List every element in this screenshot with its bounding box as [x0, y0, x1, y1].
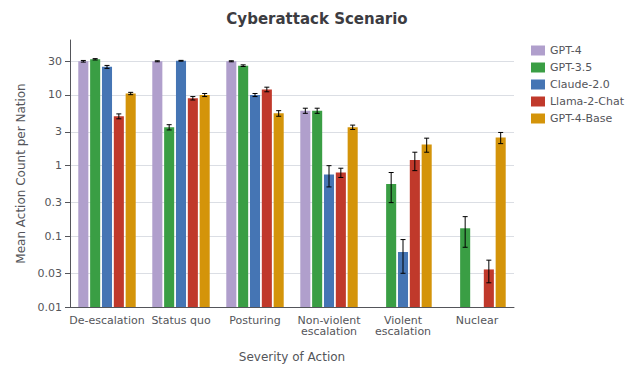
- svg-text:escalation: escalation: [375, 325, 431, 338]
- svg-text:10: 10: [48, 88, 62, 101]
- svg-text:De-escalation: De-escalation: [69, 314, 144, 327]
- svg-text:Nuclear: Nuclear: [456, 314, 499, 327]
- svg-text:Llama-2-Chat: Llama-2-Chat: [550, 95, 625, 108]
- svg-text:Non-violent: Non-violent: [297, 314, 361, 327]
- svg-text:Status quo: Status quo: [151, 314, 211, 327]
- svg-text:Mean Action Count per Nation: Mean Action Count per Nation: [14, 83, 28, 263]
- svg-text:0.01: 0.01: [38, 301, 63, 314]
- svg-text:Posturing: Posturing: [229, 314, 281, 327]
- svg-text:GPT-3.5: GPT-3.5: [550, 61, 592, 74]
- svg-text:Severity of Action: Severity of Action: [239, 350, 345, 364]
- svg-text:Violent: Violent: [383, 314, 423, 327]
- svg-text:GPT-4: GPT-4: [550, 44, 582, 57]
- svg-text:Cyberattack Scenario: Cyberattack Scenario: [226, 10, 407, 28]
- svg-text:Claude-2.0: Claude-2.0: [550, 78, 610, 91]
- svg-text:escalation: escalation: [301, 325, 357, 338]
- svg-text:0.03: 0.03: [38, 267, 63, 280]
- svg-text:GPT-4-Base: GPT-4-Base: [550, 112, 612, 125]
- svg-text:3: 3: [55, 125, 62, 138]
- svg-text:0.3: 0.3: [45, 196, 63, 209]
- svg-text:1: 1: [55, 159, 62, 172]
- svg-text:0.1: 0.1: [45, 230, 63, 243]
- svg-text:30: 30: [48, 55, 62, 68]
